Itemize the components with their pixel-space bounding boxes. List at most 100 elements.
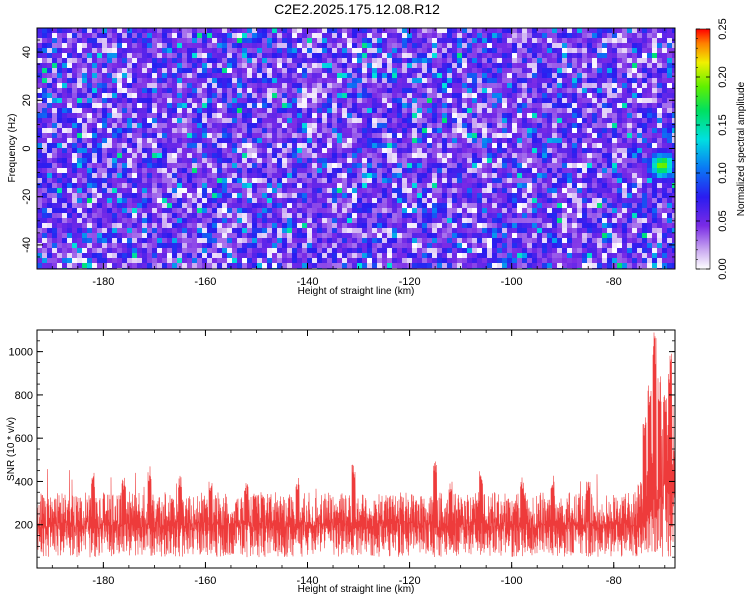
heatmap-cell — [317, 143, 322, 148]
heatmap-cell — [337, 183, 342, 188]
heatmap-cell — [292, 43, 297, 48]
heatmap-cell — [257, 73, 262, 78]
heatmap-cell — [557, 173, 562, 178]
heatmap-cell — [57, 183, 62, 188]
heatmap-cell — [622, 43, 627, 48]
heatmap-cell — [487, 83, 492, 88]
heatmap-cell — [457, 103, 462, 108]
heatmap-cell — [277, 78, 282, 83]
heatmap-cell — [442, 108, 447, 113]
heatmap-cell — [82, 58, 87, 63]
heatmap-cell — [327, 133, 332, 138]
heatmap-cell — [307, 153, 312, 158]
heatmap-cell — [392, 103, 397, 108]
heatmap-cell — [387, 133, 392, 138]
heatmap-cell — [637, 103, 642, 108]
heatmap-cell — [92, 98, 97, 103]
heatmap-cell — [527, 103, 532, 108]
heatmap-cell — [87, 103, 92, 108]
heatmap-cell — [82, 83, 87, 88]
heatmap-cell — [342, 58, 347, 63]
heatmap-cell — [502, 133, 507, 138]
heatmap-cell — [267, 28, 272, 33]
heatmap-cell — [457, 43, 462, 48]
heatmap-cell — [512, 208, 517, 213]
heatmap-cell — [487, 193, 492, 198]
heatmap-cell — [62, 118, 67, 123]
heatmap-cell — [392, 123, 397, 128]
heatmap-cell — [362, 143, 367, 148]
heatmap-cell — [607, 28, 612, 33]
heatmap-cell — [517, 143, 522, 148]
heatmap-cell — [392, 73, 397, 78]
heatmap-cell — [102, 58, 107, 63]
heatmap-cell — [472, 133, 477, 138]
heatmap-cell — [172, 213, 177, 218]
heatmap-cell — [362, 53, 367, 58]
heatmap-cell — [212, 38, 217, 43]
heatmap-cell — [332, 48, 337, 53]
heatmap-cell — [242, 128, 247, 133]
heatmap-cell — [132, 83, 137, 88]
heatmap-cell — [272, 173, 277, 178]
heatmap-cell — [597, 183, 602, 188]
heatmap-cell — [267, 158, 272, 163]
heatmap-cell — [447, 133, 452, 138]
heatmap-cell — [207, 33, 212, 38]
heatmap-cell — [212, 173, 217, 178]
heatmap-cell — [342, 168, 347, 173]
heatmap-cell — [177, 73, 182, 78]
heatmap-cell — [592, 168, 597, 173]
heatmap-cell — [122, 188, 127, 193]
heatmap-cell — [422, 163, 427, 168]
heatmap-cell — [507, 48, 512, 53]
heatmap-cell — [627, 218, 632, 223]
heatmap-cell — [527, 158, 532, 163]
heatmap-cell — [242, 148, 247, 153]
heatmap-cell — [337, 133, 342, 138]
heatmap-cell — [587, 113, 592, 118]
heatmap-cell — [497, 103, 502, 108]
heatmap-cell — [37, 63, 42, 68]
heatmap-cell — [357, 133, 362, 138]
heatmap-cell — [437, 78, 442, 83]
heatmap-cell — [657, 163, 662, 168]
heatmap-cell — [557, 153, 562, 158]
heatmap-cell — [217, 218, 222, 223]
heatmap-cell — [192, 138, 197, 143]
heatmap-cell — [277, 143, 282, 148]
heatmap-cell — [237, 78, 242, 83]
heatmap-cell — [402, 148, 407, 153]
heatmap-cell — [312, 188, 317, 193]
heatmap-cell — [287, 78, 292, 83]
heatmap-cell — [607, 88, 612, 93]
heatmap-cell — [272, 168, 277, 173]
heatmap-cell — [382, 103, 387, 108]
heatmap-cell — [447, 198, 452, 203]
heatmap-cell — [177, 148, 182, 153]
heatmap-cell — [502, 43, 507, 48]
heatmap-cell — [572, 38, 577, 43]
heatmap-cell — [252, 213, 257, 218]
heatmap-cell — [457, 68, 462, 73]
heatmap-cell — [357, 113, 362, 118]
heatmap-cell — [412, 128, 417, 133]
heatmap-cell — [267, 118, 272, 123]
heatmap-cell — [282, 138, 287, 143]
heatmap-cell — [192, 48, 197, 53]
heatmap-cell — [532, 148, 537, 153]
heatmap-cell — [577, 108, 582, 113]
heatmap-cell — [537, 113, 542, 118]
heatmap-cell — [182, 78, 187, 83]
heatmap-cell — [602, 153, 607, 158]
heatmap-cell — [142, 48, 147, 53]
heatmap-cell — [307, 68, 312, 73]
heatmap-cell — [312, 208, 317, 213]
heatmap-cell — [302, 93, 307, 98]
heatmap-cell — [572, 218, 577, 223]
heatmap-cell — [167, 213, 172, 218]
heatmap-cell — [382, 143, 387, 148]
heatmap-cell — [582, 188, 587, 193]
heatmap-cell — [72, 78, 77, 83]
heatmap-cell — [37, 193, 42, 198]
